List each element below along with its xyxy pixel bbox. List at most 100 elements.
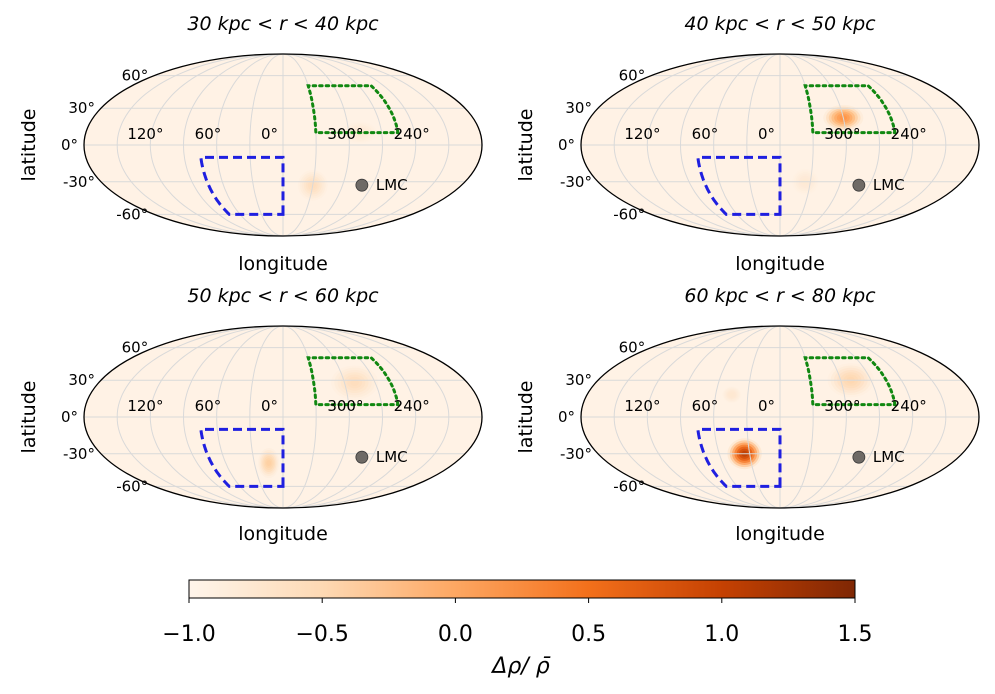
lmc-label: LMC (376, 176, 408, 194)
x-tick-label: 0° (758, 397, 775, 415)
x-tick-label: 120° (624, 397, 660, 415)
panel-title: 60 kpc < r < 80 kpc (684, 285, 876, 307)
density-blob-1 (266, 460, 272, 467)
x-axis-label: longitude (238, 253, 328, 275)
x-tick-label: 300° (327, 397, 363, 415)
panel-4: LMC 120° 60° 0° 300° 240° 60° 30° 0° -30° -60° 60 k… (515, 285, 980, 545)
colorbar-tick-label: 1.5 (838, 622, 873, 647)
x-tick-label: 300° (327, 125, 363, 143)
x-tick-label: 120° (127, 397, 163, 415)
meridian-line (149, 54, 284, 236)
graticule (581, 326, 979, 508)
green-dotted-region (306, 356, 400, 407)
meridian-line (282, 54, 350, 236)
meridian-line (646, 54, 781, 236)
blue-dashed-region (199, 155, 285, 216)
x-tick-label: 60° (195, 125, 222, 143)
y-axis-label: latitude (515, 381, 537, 454)
x-tick-label: 0° (758, 125, 775, 143)
meridian-line (779, 54, 847, 236)
y-tick-label: 60° (619, 339, 646, 357)
x-tick-label: 0° (261, 397, 278, 415)
y-tick-label: 30° (68, 99, 95, 117)
lmc-label: LMC (873, 176, 905, 194)
x-tick-label: 60° (692, 397, 719, 415)
x-tick-label: 120° (624, 125, 660, 143)
meridian-line (182, 326, 284, 508)
meridian-line (282, 54, 384, 236)
y-tick-label: -60° (116, 477, 148, 495)
y-tick-label: -30° (560, 445, 592, 463)
colorbar-label: Δρ/ ρ̄ (490, 654, 550, 679)
x-tick-label: 60° (692, 125, 719, 143)
colorbar-gradient (188, 579, 856, 599)
lmc-marker (852, 450, 866, 464)
meridian-line (182, 54, 284, 236)
y-tick-label: 60° (122, 67, 149, 85)
colorbar-tick-label: −0.5 (295, 622, 348, 647)
density-field (258, 365, 379, 479)
panel-title: 50 kpc < r < 60 kpc (187, 285, 379, 307)
meridian-line (282, 326, 417, 508)
panels: LMC 120° 60° 0° 300° 240° 60° 30° 0° -30° -60° 30 k… (18, 13, 980, 545)
y-axis-label: latitude (18, 109, 40, 182)
meridian-line (282, 326, 317, 508)
meridian-line (779, 54, 814, 236)
green-dotted-region (306, 84, 400, 135)
blue-dashed-region (199, 427, 285, 488)
sky-outline (83, 53, 483, 237)
x-tick-label: 240° (394, 125, 430, 143)
meridian-line (779, 326, 881, 508)
colorbar-tick-label: 0.5 (571, 622, 606, 647)
y-tick-label: 0° (61, 408, 78, 426)
y-axis-label: latitude (18, 381, 40, 454)
x-tick-label: 240° (891, 125, 927, 143)
y-tick-label: 0° (61, 136, 78, 154)
meridian-line (679, 54, 781, 236)
meridian-line (282, 326, 350, 508)
meridian-line (613, 326, 781, 508)
y-tick-label: 0° (558, 408, 575, 426)
y-tick-label: 60° (122, 339, 149, 357)
blue-dashed-region (696, 155, 782, 216)
x-tick-label: 60° (195, 397, 222, 415)
x-tick-label: 240° (394, 397, 430, 415)
x-axis-label: longitude (238, 523, 328, 545)
x-tick-label: 300° (824, 397, 860, 415)
y-tick-label: -60° (613, 477, 645, 495)
meridian-line (779, 54, 947, 236)
meridian-line (779, 326, 914, 508)
meridian-line (249, 54, 284, 236)
meridian-line (779, 54, 881, 236)
x-tick-label: 300° (824, 125, 860, 143)
blue-dashed-region (696, 427, 782, 488)
meridian-line (646, 326, 781, 508)
y-tick-label: -30° (63, 445, 95, 463)
meridian-line (679, 326, 781, 508)
colorbar-tick-label: 1.0 (704, 622, 739, 647)
y-tick-label: 30° (565, 99, 592, 117)
y-tick-label: 0° (558, 136, 575, 154)
meridian-line (282, 54, 417, 236)
x-axis-label: longitude (735, 523, 825, 545)
meridian-line (613, 54, 781, 236)
y-tick-label: -30° (560, 173, 592, 191)
meridian-line (779, 326, 847, 508)
sky-outline (83, 325, 483, 509)
meridian-line (779, 326, 814, 508)
meridian-line (249, 326, 284, 508)
lmc-label: LMC (376, 448, 408, 466)
y-tick-label: -30° (63, 173, 95, 191)
lmc-marker (355, 178, 369, 192)
meridian-line (116, 326, 284, 508)
meridian-line (779, 54, 914, 236)
panel-2: LMC 120° 60° 0° 300° 240° 60° 30° 0° -30° -60° 40 k… (515, 13, 980, 275)
y-tick-label: 30° (68, 371, 95, 389)
panel-title: 40 kpc < r < 50 kpc (684, 13, 876, 35)
y-axis-label: latitude (515, 109, 537, 182)
meridian-line (282, 326, 450, 508)
y-tick-label: -60° (613, 205, 645, 223)
density-blob-3 (729, 392, 734, 397)
colorbar: −1.0 −0.5 0.0 0.5 1.0 1.5 Δρ/ ρ̄ (162, 579, 873, 679)
